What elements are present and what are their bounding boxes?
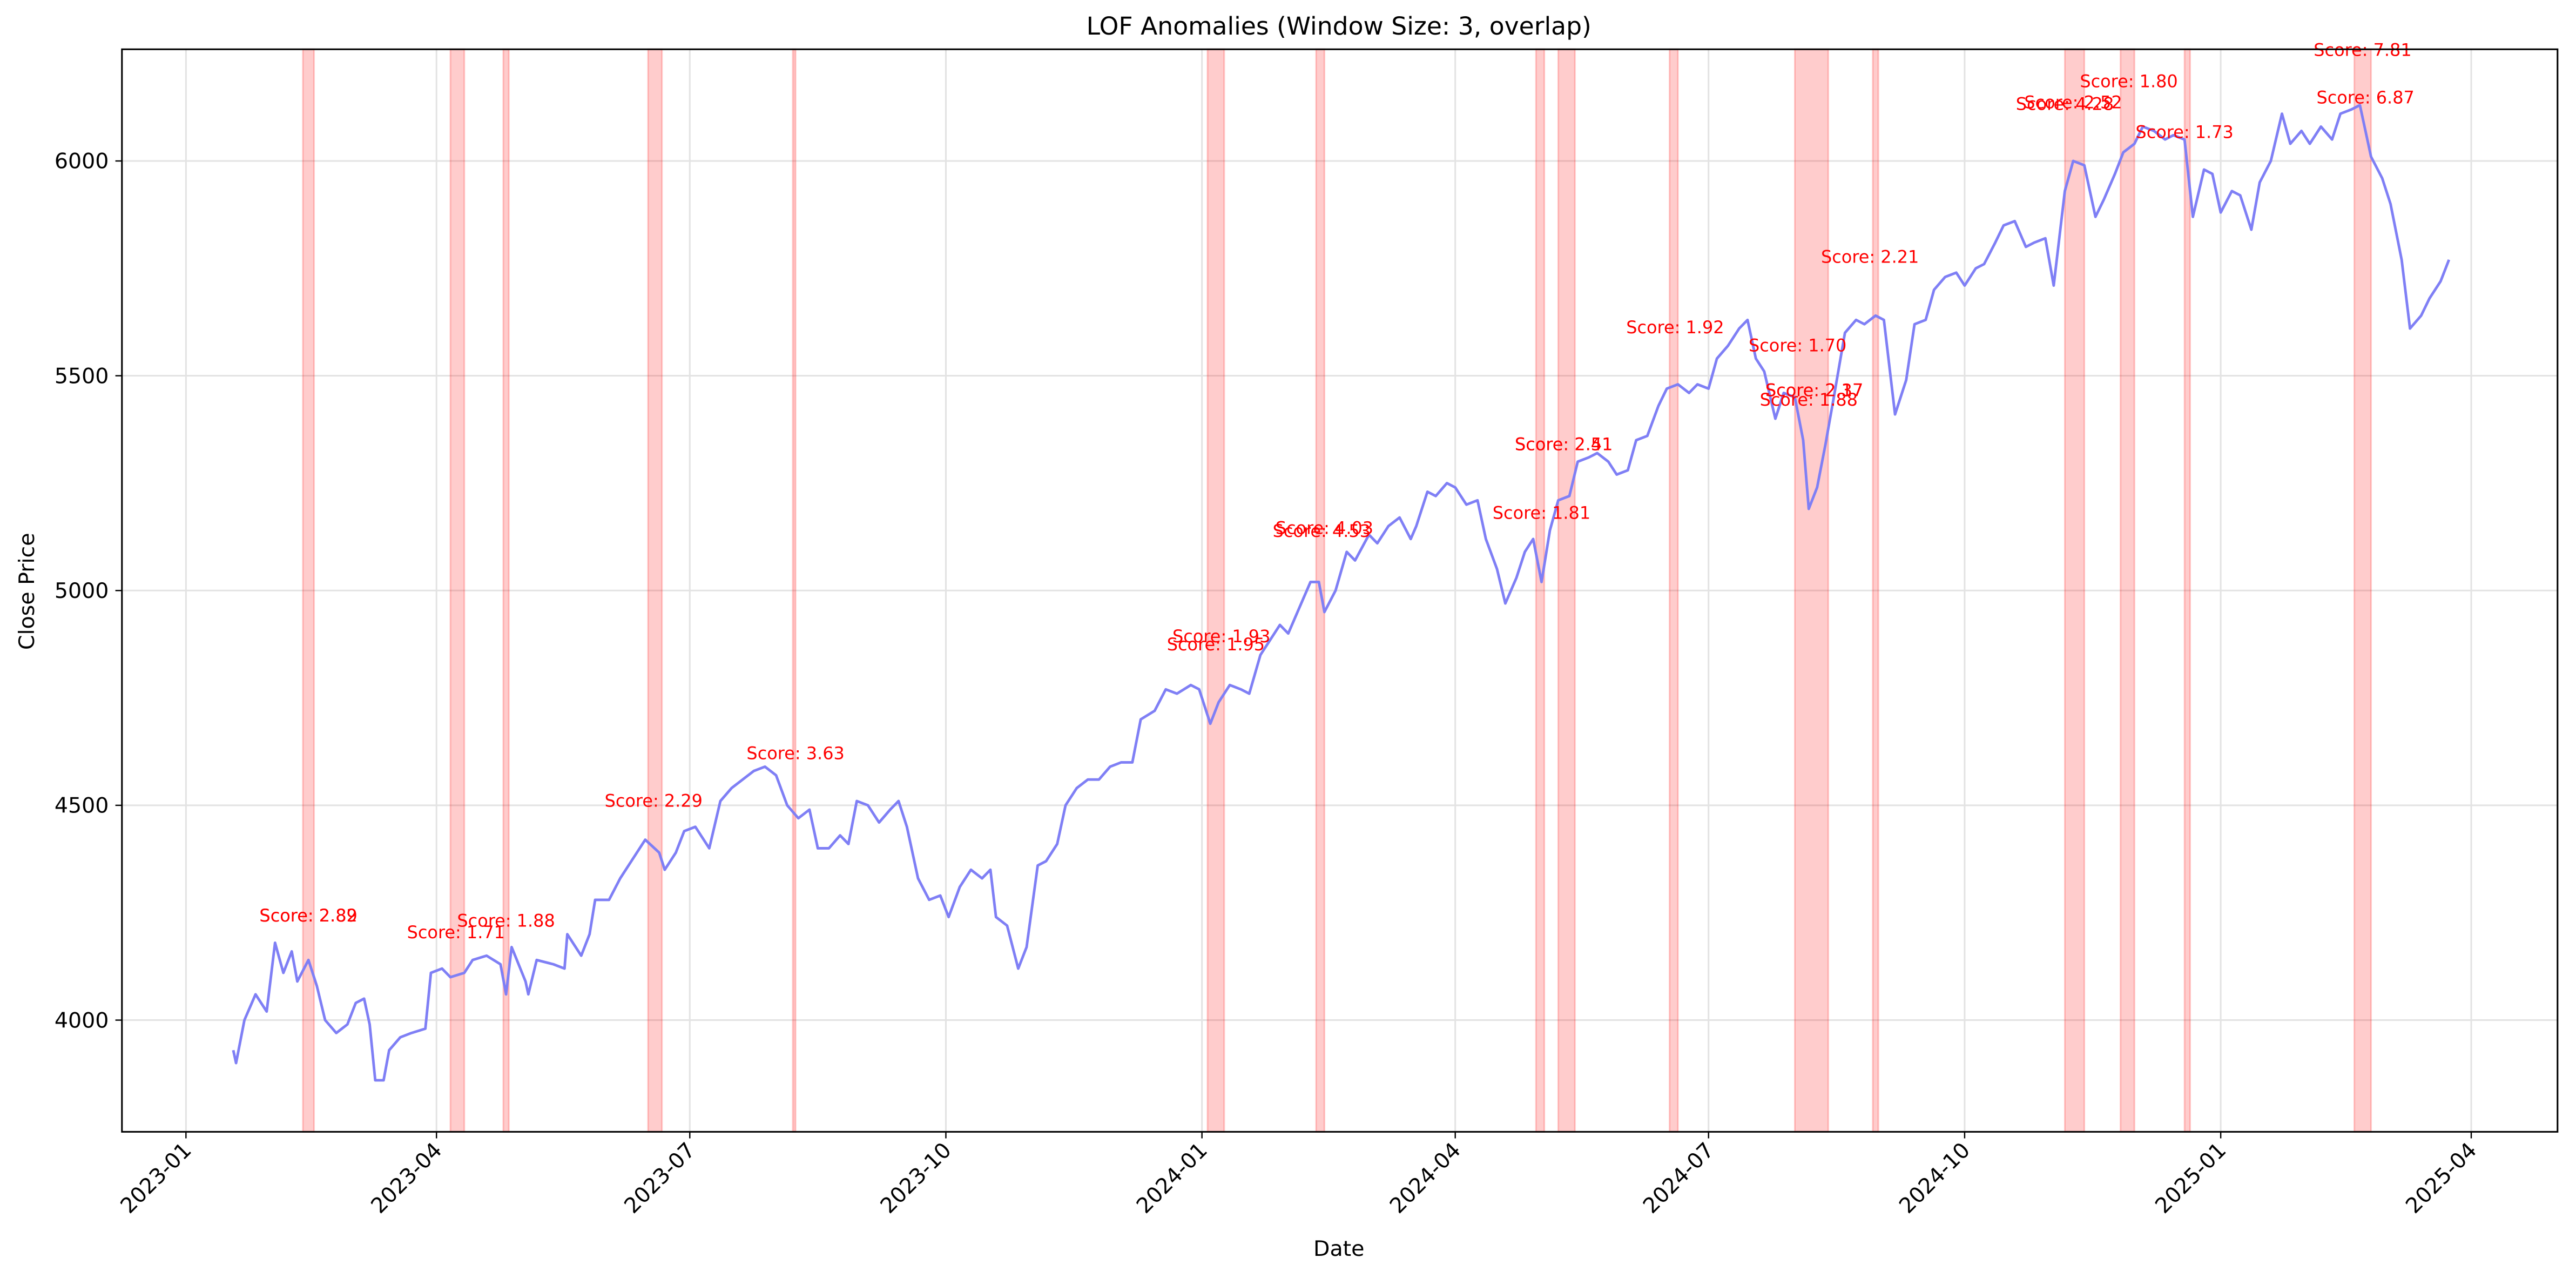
score-annotation: Score: 4.53 <box>1273 521 1371 541</box>
anomaly-band <box>2064 48 2086 1133</box>
score-annotation: Score: 2.41 <box>1515 434 1613 454</box>
plot-frame <box>121 48 2559 1133</box>
y-tick-label: 4500 <box>55 793 109 818</box>
price-line <box>232 104 2451 1082</box>
y-tick-label: 5000 <box>55 579 109 603</box>
anomaly-band <box>647 48 663 1133</box>
anomaly-band <box>1872 48 1879 1133</box>
anomaly-band <box>1206 48 1225 1133</box>
score-annotation: Score: 1.88 <box>457 910 555 931</box>
anomaly-band <box>1557 48 1576 1133</box>
score-annotation: Score: 1.81 <box>1493 503 1590 523</box>
anomaly-band <box>1535 48 1546 1133</box>
anomaly-band <box>2120 48 2135 1133</box>
score-annotation: Score: 1.70 <box>1749 335 1846 356</box>
score-annotation: Score: 2.37 <box>1765 380 1863 400</box>
anomaly-band <box>2354 48 2372 1133</box>
score-annotation: Score: 4.03 <box>1276 518 1373 539</box>
score-annotation: Score: 2.17 <box>1765 380 1863 400</box>
anomaly-band <box>792 48 797 1133</box>
score-annotation: Score: 2.21 <box>1821 247 1919 267</box>
score-annotation: Score: 2.89 <box>259 905 357 926</box>
score-annotation: Score: 4.28 <box>2016 94 2114 115</box>
score-annotation: Score: 1.80 <box>2080 71 2177 91</box>
score-annotation: Score: 2.52 <box>2024 92 2122 112</box>
score-annotation: Score: 2.51 <box>1515 434 1613 454</box>
chart-title: LOF Anomalies (Window Size: 3, overlap) <box>1087 12 1592 41</box>
y-tick-label: 5500 <box>55 364 109 388</box>
anomaly-band <box>2183 48 2191 1133</box>
score-annotation: Score: 3.63 <box>746 743 844 763</box>
score-annotation: Score: 2.82 <box>259 905 357 926</box>
score-annotation: Score: 2.29 <box>605 791 703 811</box>
y-tick-label: 4000 <box>55 1008 109 1033</box>
score-annotation: Score: 1.95 <box>1167 634 1265 655</box>
score-annotation: Score: 1.71 <box>407 922 505 943</box>
y-tick-label: 6000 <box>55 149 109 174</box>
y-axis-label: Close Price <box>15 533 39 650</box>
x-axis-label: Date <box>1313 1236 1364 1261</box>
score-annotation: Score: 1.92 <box>1626 317 1724 338</box>
score-annotation: Score: 6.87 <box>2316 88 2414 108</box>
anomaly-band <box>1669 48 1679 1133</box>
score-annotation: Score: 1.88 <box>1760 389 1858 410</box>
anomaly-band <box>1794 48 1829 1133</box>
anomaly-band <box>449 48 466 1133</box>
score-annotation: Score: 1.73 <box>2135 122 2233 142</box>
score-annotation: Score: 1.93 <box>1172 626 1270 647</box>
